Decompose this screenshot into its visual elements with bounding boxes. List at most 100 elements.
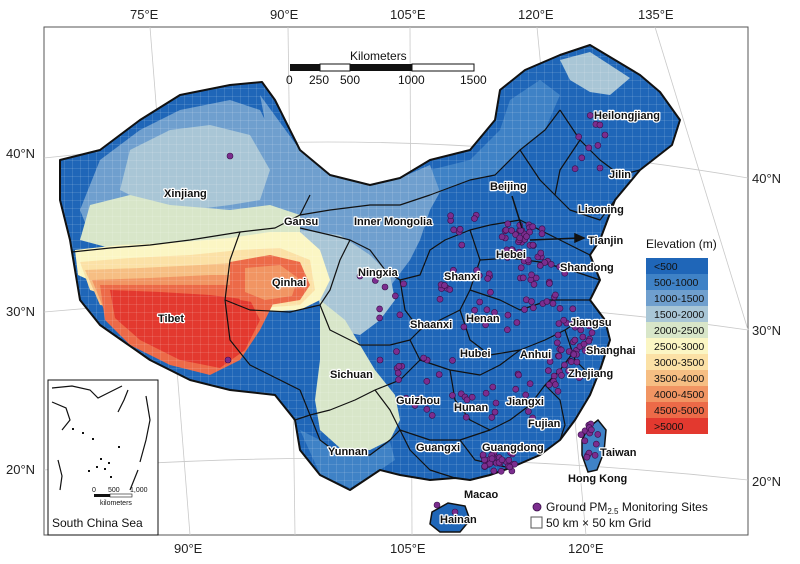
monitoring-site-marker	[528, 298, 535, 305]
monitoring-site-marker	[575, 133, 583, 141]
monitoring-site-marker	[420, 354, 427, 362]
monitoring-site-marker	[376, 314, 383, 322]
monitoring-site-marker	[391, 292, 399, 300]
label-guangdong: Guangdong	[482, 442, 544, 454]
label-guangxi: Guangxi	[416, 442, 460, 454]
monitoring-site-marker	[449, 357, 456, 364]
label-gansu: Gansu	[284, 216, 318, 228]
legend-label-0: <500	[654, 261, 678, 273]
monitoring-site-marker	[226, 152, 234, 160]
label-hunan: Hunan	[454, 402, 489, 414]
monitoring-sites	[224, 112, 609, 516]
monitoring-site-marker	[594, 431, 602, 438]
monitoring-site-marker	[538, 230, 546, 237]
monitoring-site-marker	[577, 321, 584, 328]
legend-label-10: >5000	[654, 421, 684, 433]
monitoring-site-marker	[450, 266, 457, 274]
monitoring-site-marker	[500, 252, 507, 259]
monitoring-site-marker	[423, 405, 431, 413]
label-zhejiang: Zhejiang	[568, 368, 613, 380]
monitoring-site-marker	[529, 241, 537, 249]
monitoring-site-marker	[395, 362, 403, 370]
tick-bottom-120e: 120°E	[568, 541, 604, 556]
sites-legend: Ground PM2.5 Monitoring Sites 50 km × 50…	[530, 500, 708, 530]
monitoring-site-marker	[356, 272, 364, 280]
scale-label-1000: 1000	[398, 73, 425, 87]
monitoring-site-marker	[571, 165, 579, 172]
monitoring-site-marker	[433, 501, 441, 509]
monitoring-site-marker	[483, 306, 491, 314]
monitoring-site-marker	[556, 305, 564, 312]
monitoring-site-marker	[547, 260, 555, 268]
legend-label-9: 4500-5000	[654, 405, 704, 417]
monitoring-site-marker	[545, 381, 553, 389]
label-sichuan: Sichuan	[330, 369, 373, 381]
monitoring-site-marker	[393, 348, 400, 355]
label-jilin: Jilin	[609, 169, 631, 181]
tick-bottom-90e: 90°E	[174, 541, 203, 556]
legend-swatch-4	[646, 322, 708, 338]
label-fujian: Fujian	[528, 418, 561, 430]
monitoring-site-marker	[575, 374, 583, 382]
monitoring-site-marker	[571, 336, 579, 344]
monitoring-site-marker	[517, 264, 525, 272]
label-anhui: Anhui	[520, 349, 551, 361]
monitoring-site-marker	[569, 305, 577, 313]
monitoring-site-marker	[504, 220, 512, 228]
monitoring-site-marker	[546, 280, 553, 287]
inset-coast	[51, 385, 151, 491]
monitoring-site-marker	[491, 408, 499, 416]
legend-swatch-5	[646, 338, 708, 354]
scale-label-500: 500	[340, 73, 360, 87]
scale-bar-title: Kilometers	[350, 49, 407, 63]
monitoring-site-marker	[402, 394, 410, 402]
monitoring-site-marker	[492, 399, 500, 407]
monitoring-site-marker	[507, 449, 514, 456]
monitoring-site-marker	[521, 306, 528, 313]
monitoring-site-marker	[473, 266, 481, 274]
monitoring-site-marker	[435, 371, 443, 378]
monitoring-site-marker	[546, 358, 554, 365]
monitoring-site-marker	[573, 358, 581, 366]
monitoring-site-marker	[578, 154, 586, 162]
tick-bottom-105e: 105°E	[390, 541, 426, 556]
label-shanxi: Shanxi	[444, 271, 480, 283]
monitoring-site-marker	[553, 339, 561, 347]
monitoring-site-marker	[489, 383, 497, 391]
monitoring-site-marker	[568, 358, 575, 366]
inset-title: South China Sea	[52, 516, 143, 530]
hainan-island	[429, 502, 471, 533]
inset-scale-black	[94, 494, 110, 497]
monitoring-site-marker	[577, 431, 585, 439]
monitoring-site-marker	[451, 508, 459, 516]
legend-label-6: 3000-3500	[654, 357, 704, 369]
legend-swatch-0	[646, 258, 708, 274]
elevation-legend: Elevation (m) <500 500-1000 1000-1500 1500-…	[646, 237, 717, 434]
monitoring-site-marker	[557, 346, 565, 354]
monitoring-site-marker	[594, 142, 602, 149]
monitoring-site-marker	[581, 437, 589, 445]
monitoring-site-marker	[487, 288, 494, 296]
monitoring-site-marker	[555, 320, 563, 327]
monitoring-site-marker	[471, 215, 478, 222]
label-hong-kong: Hong Kong	[568, 473, 627, 485]
monitoring-site-marker	[560, 316, 568, 324]
monitoring-site-marker	[458, 241, 466, 249]
legend-label-1: 500-1000	[654, 277, 699, 289]
scale-seg-1	[290, 64, 320, 71]
monitoring-site-marker	[376, 305, 383, 313]
monitoring-site-marker	[450, 226, 458, 234]
monitoring-site-marker	[488, 414, 496, 421]
legend-title: Elevation (m)	[646, 237, 717, 251]
legend-swatch-6	[646, 354, 708, 370]
monitoring-site-marker	[481, 462, 489, 470]
monitoring-site-marker	[571, 323, 579, 331]
monitoring-site-marker	[525, 408, 532, 415]
monitoring-site-marker	[585, 322, 593, 330]
label-hubei: Hubei	[460, 348, 491, 360]
site-legend-marker	[532, 502, 542, 512]
legend-label-3: 1500-2000	[654, 309, 704, 321]
monitoring-site-marker	[415, 395, 422, 403]
monitoring-site-marker	[556, 263, 563, 271]
monitoring-site-marker	[592, 440, 600, 448]
